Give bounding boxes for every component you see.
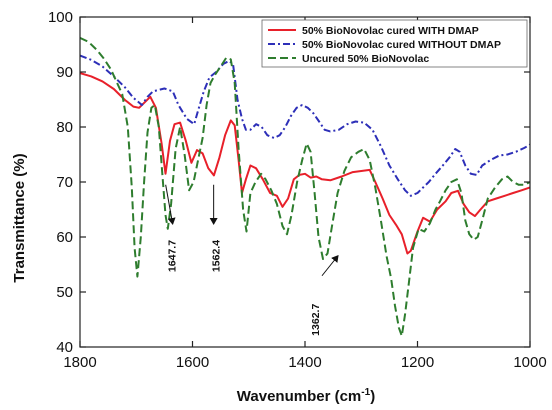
series-layer [80, 36, 530, 337]
x-tick-label: 1200 [401, 354, 434, 371]
x-tick-label: 1000 [513, 354, 546, 371]
annotation-label-3: 1362.7 [310, 304, 322, 336]
series-line-2 [80, 54, 530, 197]
y-tick-label: 70 [56, 174, 73, 191]
axes: 1800 1600 1400 1200 1000 40 50 60 70 80 90 100 [48, 9, 547, 371]
x-tick-label: 1400 [288, 354, 321, 371]
legend-label-1: 50% BioNovolac cured WITH DMAP [302, 25, 479, 37]
x-axis-title: Wavenumber (cm-1) [237, 387, 375, 405]
annotation-layer: 1647.7 1562.4 1362.7 [165, 184, 339, 336]
y-tick-label: 60 [56, 229, 73, 246]
y-tick-label: 90 [56, 64, 73, 81]
legend-label-3: Uncured 50% BioNovolac [302, 53, 429, 65]
annotation-label-1: 1647.7 [167, 240, 179, 272]
y-tick-label: 50 [56, 284, 73, 301]
y-tick-label: 100 [48, 9, 73, 26]
legend-label-2: 50% BioNovolac cured WITHOUT DMAP [302, 39, 501, 51]
annotation-arrow-3 [321, 254, 339, 277]
series-line-3 [80, 36, 530, 337]
legend-box [261, 19, 528, 68]
y-tick-label: 40 [56, 339, 73, 356]
annotation-label-2: 1562.4 [211, 240, 223, 272]
x-tick-label: 1800 [63, 354, 96, 371]
x-tick-label: 1600 [176, 354, 209, 371]
y-tick-label: 80 [56, 119, 73, 136]
annotation-arrow-1 [165, 184, 176, 225]
y-axis-title: Transmittance (%) [11, 153, 28, 282]
legend: 50% BioNovolac cured WITH DMAP 50% BioNov… [261, 19, 528, 68]
series-line-1 [80, 72, 530, 255]
